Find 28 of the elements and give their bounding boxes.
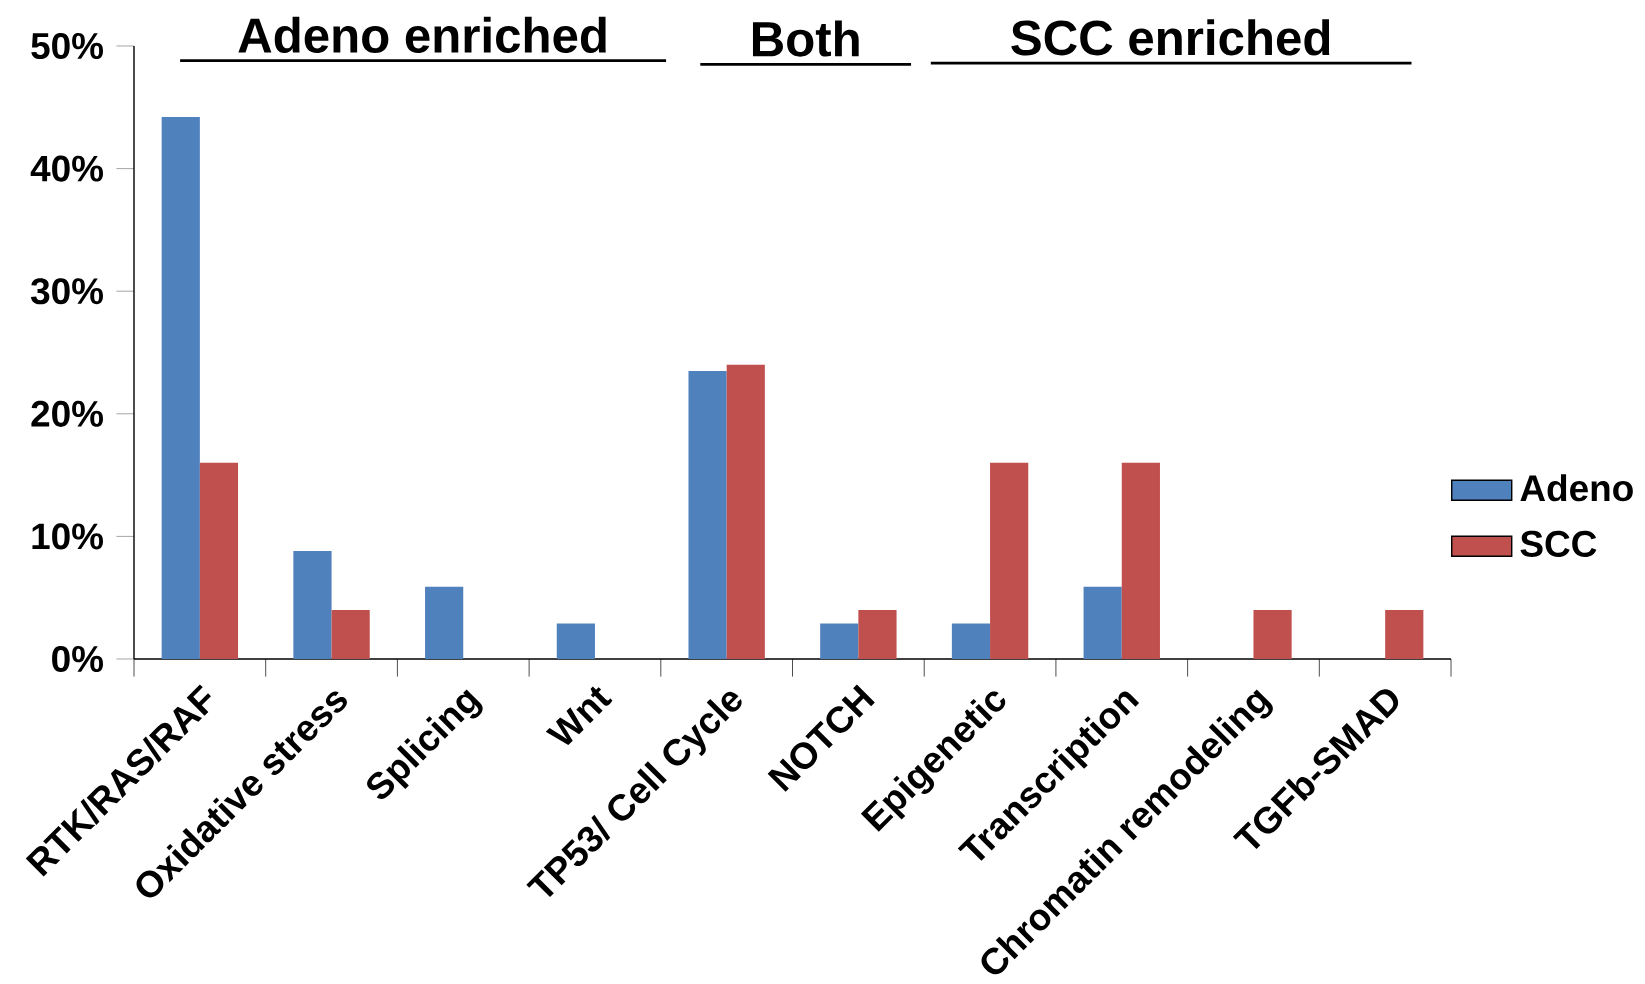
bar: [1083, 586, 1122, 659]
legend-label: SCC: [1520, 530, 1597, 557]
bar: [331, 609, 370, 659]
legend-label: Adeno: [1520, 474, 1633, 502]
bar: [199, 462, 239, 659]
y-tick-label: 40%: [30, 155, 103, 182]
bar: [820, 623, 859, 659]
annotation: Adeno enriched: [238, 16, 606, 53]
bar: [1121, 462, 1160, 659]
y-tick-label: 50%: [31, 32, 103, 60]
x-tick-label: Wnt: [545, 686, 613, 746]
y-tick-label: 30%: [30, 278, 103, 305]
y-tick-label: 0%: [52, 645, 103, 673]
bar: [425, 586, 464, 659]
bar: [951, 623, 991, 659]
bar: [556, 623, 595, 659]
y-tick-label: 20%: [31, 400, 103, 427]
annotation: SCC enriched: [1011, 19, 1330, 56]
bar: [1385, 609, 1424, 659]
annotation: Both: [752, 20, 859, 57]
bar: [161, 117, 200, 659]
bar: [726, 364, 765, 659]
bar: [688, 370, 727, 659]
bar: [1253, 609, 1292, 659]
y-tick-label: 10%: [32, 523, 103, 550]
bar: [293, 551, 332, 659]
bar: [858, 609, 897, 659]
bar: [990, 462, 1029, 659]
